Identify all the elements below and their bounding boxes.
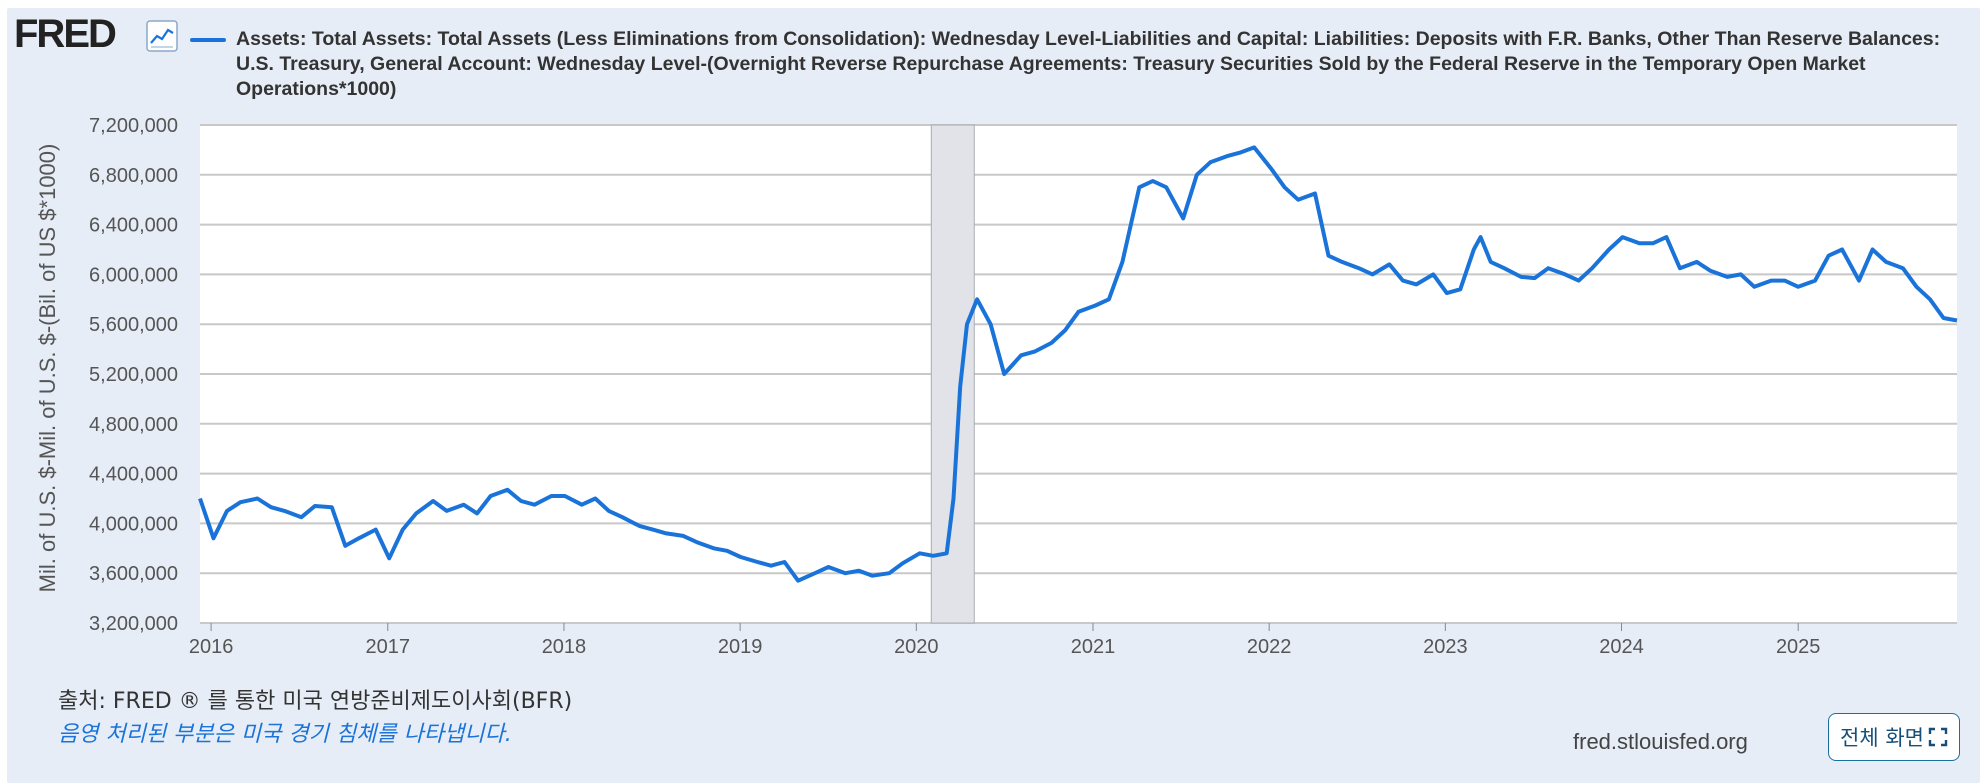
recession-layer	[930, 124, 975, 624]
x-tick-label: 2020	[894, 636, 939, 658]
y-tick-label: 5,200,000	[89, 364, 178, 386]
y-tick-label: 5,600,000	[89, 314, 178, 336]
y-axis-label: Mil. of U.S. $-Mil. of U.S. $-(Bil. of U…	[35, 144, 60, 593]
fullscreen-icon	[1928, 727, 1948, 747]
x-tick-label: 2016	[189, 636, 234, 658]
source-credit: 출처: FRED ® 를 통한 미국 연방준비제도이사회(BFR)	[58, 689, 573, 714]
series-line[interactable]	[198, 145, 1958, 583]
trend-line-icon[interactable]	[146, 20, 178, 52]
y-tick-label: 6,400,000	[89, 215, 178, 237]
legend-series-swatch	[190, 38, 226, 42]
y-tick-label: 4,400,000	[89, 464, 178, 486]
y-tick-label: 4,000,000	[89, 513, 178, 535]
grid-layer	[200, 124, 1957, 624]
line-chart: 3,200,000 3,600,000 4,000,000 4,400,000 4,80…	[35, 115, 1958, 658]
x-tick-label: 2024	[1599, 636, 1644, 658]
axis-layer: 3,200,000 3,600,000 4,000,000 4,400,000 4,80…	[89, 115, 1820, 658]
fullscreen-button[interactable]: 전체 화면	[1828, 713, 1960, 761]
x-tick-label: 2019	[718, 636, 763, 658]
y-tick-label: 3,600,000	[89, 563, 178, 585]
y-tick-label: 6,800,000	[89, 165, 178, 187]
recession-band	[930, 124, 975, 624]
fred-logo[interactable]: FRED	[14, 12, 117, 56]
x-tick-label: 2017	[366, 636, 411, 658]
x-tick-label: 2022	[1247, 636, 1292, 658]
y-tick-label: 6,000,000	[89, 264, 178, 286]
x-tick-label: 2021	[1071, 636, 1116, 658]
site-url[interactable]: fred.stlouisfed.org	[1573, 729, 1748, 754]
series-layer	[198, 145, 1958, 583]
y-tick-label: 7,200,000	[89, 115, 178, 137]
recession-note: 음영 처리된 부분은 미국 경기 침체를 나타냅니다.	[58, 722, 512, 747]
x-tick-label: 2025	[1776, 636, 1821, 658]
y-tick-label: 3,200,000	[89, 613, 178, 635]
x-tick-label: 2018	[542, 636, 587, 658]
fullscreen-label: 전체 화면	[1840, 726, 1924, 750]
y-tick-label: 4,800,000	[89, 414, 178, 436]
x-tick-label: 2023	[1423, 636, 1468, 658]
legend-series-label[interactable]: Assets: Total Assets: Total Assets (Less…	[236, 28, 1941, 100]
